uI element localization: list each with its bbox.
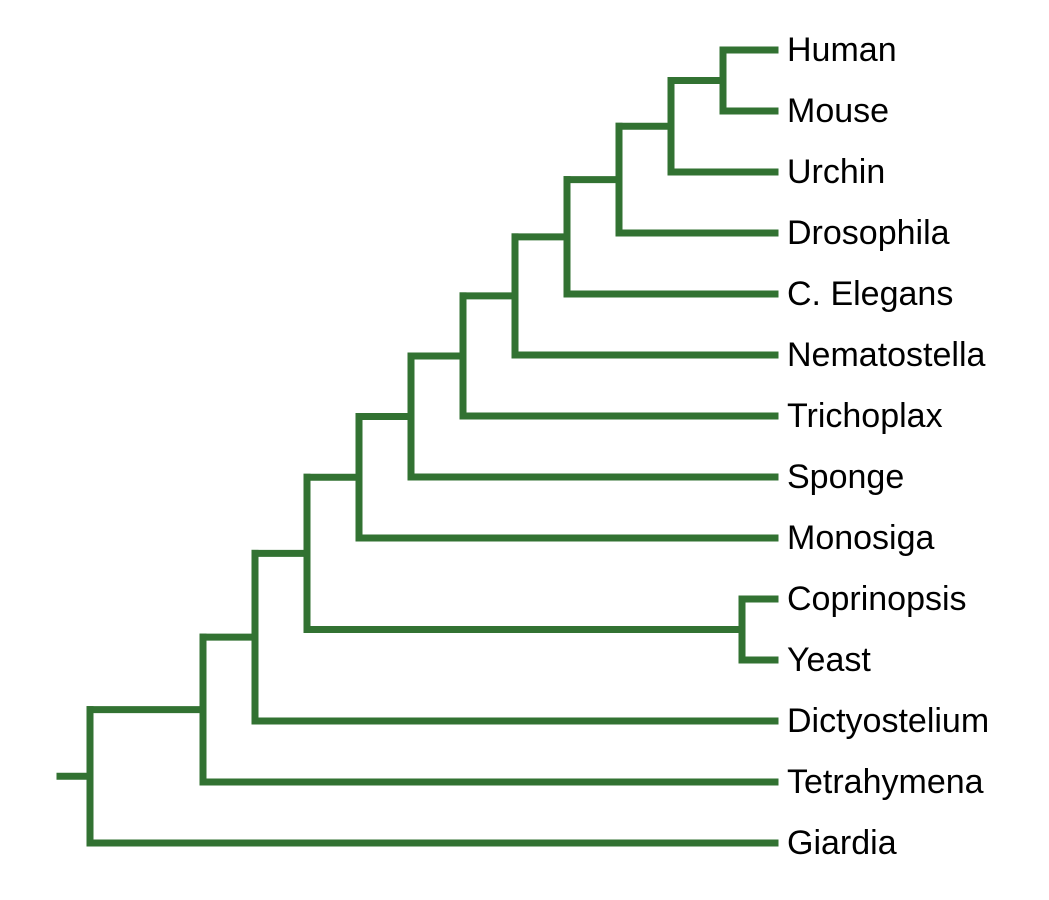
- leaf-label: Trichoplax: [787, 397, 943, 435]
- leaf-label: C. Elegans: [787, 275, 953, 313]
- leaf-label: Dictyostelium: [787, 702, 989, 740]
- leaf-label: Mouse: [787, 92, 889, 130]
- leaf-label: Sponge: [787, 458, 904, 496]
- phylogenetic-tree: Human Mouse Urchin Drosophila C. Elegans Nema…: [0, 0, 1049, 900]
- leaf-label: Drosophila: [787, 214, 950, 252]
- leaf-label: Coprinopsis: [787, 580, 967, 618]
- leaf-label: Urchin: [787, 153, 885, 191]
- leaf-label: Human: [787, 31, 897, 69]
- leaf-label: Tetrahymena: [787, 763, 984, 801]
- leaf-label: Giardia: [787, 824, 897, 862]
- leaf-label: Yeast: [787, 641, 871, 679]
- leaf-label: Nematostella: [787, 336, 986, 374]
- leaf-label: Monosiga: [787, 519, 935, 557]
